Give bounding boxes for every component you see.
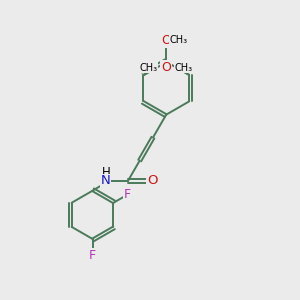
Text: F: F xyxy=(89,249,96,262)
Text: CH₃: CH₃ xyxy=(169,35,188,46)
Text: CH₃: CH₃ xyxy=(175,63,193,73)
Text: O: O xyxy=(161,61,171,74)
Text: O: O xyxy=(147,175,157,188)
Text: O: O xyxy=(161,34,171,47)
Text: H: H xyxy=(102,166,111,179)
Text: CH₃: CH₃ xyxy=(140,63,158,73)
Text: F: F xyxy=(124,188,131,201)
Text: O: O xyxy=(161,61,171,74)
Text: N: N xyxy=(101,175,111,188)
